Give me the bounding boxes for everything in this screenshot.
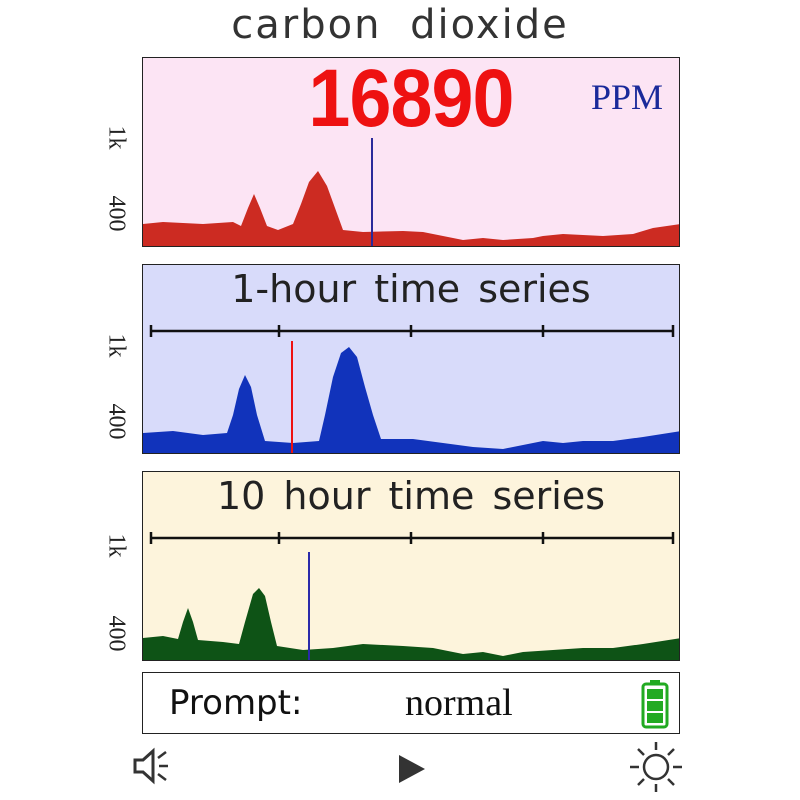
hour1-chart (143, 325, 679, 453)
prompt-bar: Prompt: normal (142, 672, 680, 734)
hour10-timeline (149, 532, 675, 544)
live-reading-panel: 16890 PPM (142, 57, 680, 247)
hour10-title: 10 hour time series (216, 474, 606, 518)
hour10-area (143, 588, 679, 660)
live-chart (143, 138, 679, 246)
hour10-panel: 10 hour time series (142, 471, 680, 661)
hour1-area (143, 347, 679, 453)
brightness-icon[interactable] (628, 740, 684, 794)
p1-ylabel-top: 1k (103, 125, 130, 150)
prompt-value: normal (405, 682, 513, 724)
hour1-title: 1-hour time series (231, 267, 591, 311)
p2-ylabel-top: 1k (103, 333, 130, 358)
play-icon[interactable] (396, 752, 428, 786)
live-area (143, 171, 679, 246)
p2-ylabel-bottom: 400 (103, 403, 130, 440)
hour10-chart (143, 532, 679, 660)
co2-value: 16890 (308, 57, 514, 144)
p3-ylabel-top: 1k (103, 533, 130, 558)
prompt-label: Prompt: (169, 683, 303, 723)
volume-icon[interactable] (132, 746, 172, 786)
co2-unit: PPM (590, 77, 663, 117)
hour1-timeline (149, 325, 675, 337)
page-title: carbon dioxide (231, 2, 569, 48)
p1-ylabel-bottom: 400 (103, 195, 130, 232)
battery-icon (641, 680, 669, 729)
p3-ylabel-bottom: 400 (103, 615, 130, 652)
hour1-panel: 1-hour time series (142, 264, 680, 454)
